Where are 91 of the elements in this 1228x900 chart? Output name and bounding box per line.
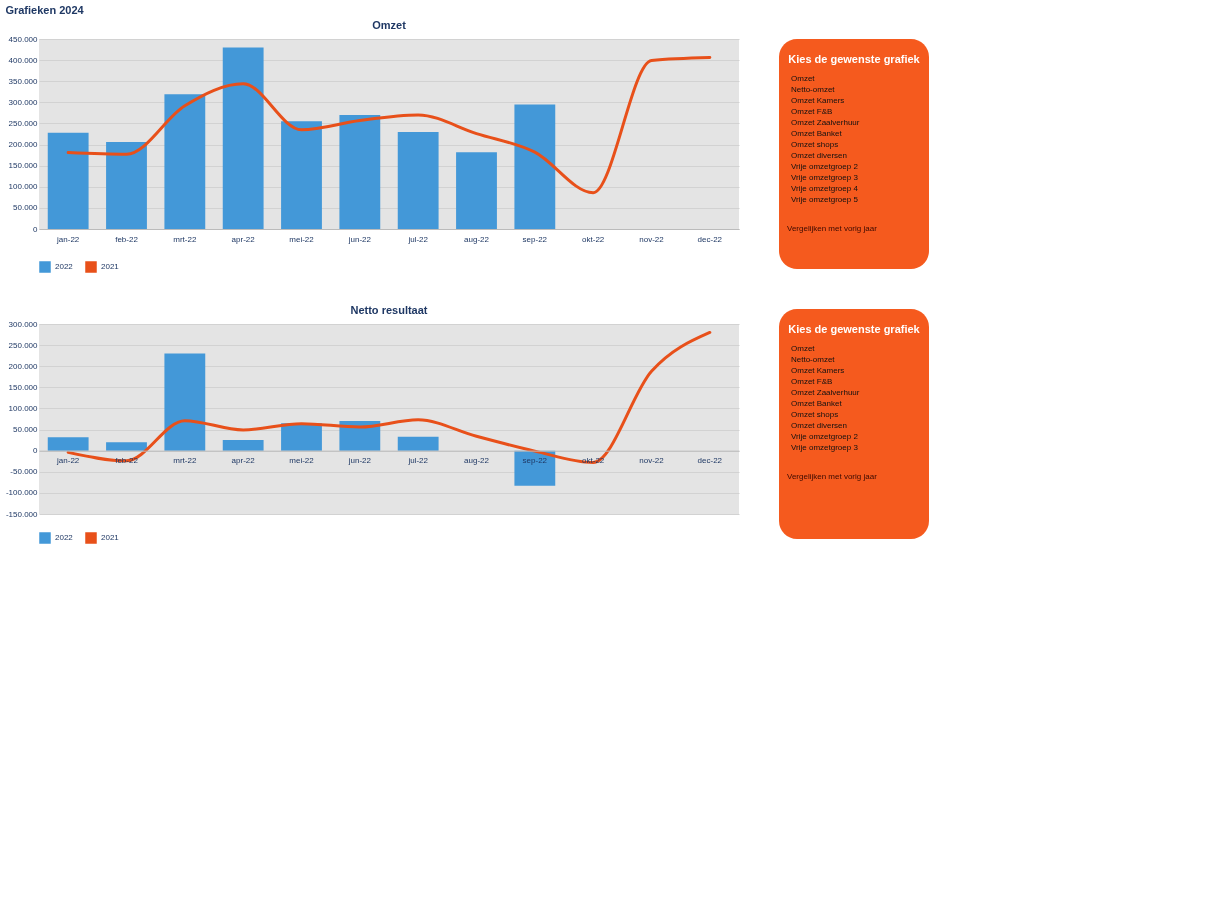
text: Kies de gewenste grafiek bbox=[788, 53, 921, 65]
y-tick-label: -50.000 bbox=[10, 467, 39, 477]
bar bbox=[281, 423, 322, 451]
y-tick-label: 0 bbox=[33, 446, 39, 456]
x-tick-label: mrt-22 bbox=[173, 456, 197, 466]
y-tick-label: 50.000 bbox=[13, 425, 39, 435]
text: Vrije omzetgroep 5 bbox=[791, 195, 859, 204]
x-tick-label: mei-22 bbox=[289, 456, 315, 466]
x-tick-label: apr-22 bbox=[231, 234, 256, 244]
x-tick-label: jun-22 bbox=[347, 234, 372, 244]
legend-label: 2022 bbox=[55, 533, 74, 542]
x-tick-label: sep-22 bbox=[522, 234, 548, 244]
x-tick-label: jun-22 bbox=[347, 456, 372, 466]
bar bbox=[397, 436, 439, 451]
legend-label: 2021 bbox=[101, 533, 120, 542]
x-tick-label: jan-22 bbox=[56, 456, 80, 466]
y-tick-label: 300.000 bbox=[8, 319, 39, 329]
x-tick-label: aug-22 bbox=[464, 456, 490, 466]
y-tick-label: 200.000 bbox=[8, 140, 39, 150]
text: Vrije omzetgroep 4 bbox=[791, 184, 859, 193]
y-tick-label: 150.000 bbox=[8, 382, 39, 392]
legend-label: 2022 bbox=[55, 262, 74, 271]
bar bbox=[164, 353, 206, 451]
bar bbox=[281, 121, 322, 229]
text: Omzet bbox=[791, 344, 816, 353]
text: Omzet F&B bbox=[791, 107, 833, 116]
bar bbox=[47, 437, 89, 451]
text: Vrije omzetgroep 3 bbox=[791, 443, 859, 452]
bar bbox=[106, 142, 147, 229]
x-tick-label: nov-22 bbox=[639, 456, 665, 466]
x-tick-label: jul-22 bbox=[407, 234, 429, 244]
bar bbox=[47, 132, 89, 229]
text: Netto-omzet bbox=[791, 85, 836, 94]
chart-title: Netto resultaat bbox=[350, 304, 428, 316]
text: Omzet shops bbox=[791, 140, 839, 149]
text: Vrije omzetgroep 3 bbox=[791, 173, 859, 182]
y-tick-label: 300.000 bbox=[8, 97, 39, 107]
text: Omzet Banket bbox=[791, 399, 843, 408]
legend-label: 2021 bbox=[101, 262, 120, 271]
text: Omzet F&B bbox=[791, 377, 833, 386]
y-tick-label: 0 bbox=[33, 224, 39, 234]
x-tick-label: nov-22 bbox=[639, 234, 665, 244]
bar bbox=[222, 440, 264, 451]
bar bbox=[397, 131, 439, 229]
line-series bbox=[66, 56, 712, 195]
bar bbox=[106, 442, 147, 451]
chart-title: Omzet bbox=[372, 19, 407, 31]
y-tick-label: 150.000 bbox=[8, 161, 39, 171]
bar bbox=[514, 104, 556, 229]
y-tick-label: 200.000 bbox=[8, 361, 39, 371]
text: Omzet Banket bbox=[791, 129, 843, 138]
x-tick-label: feb-22 bbox=[115, 234, 139, 244]
bar bbox=[339, 115, 381, 229]
text: Grafieken 2024 bbox=[5, 4, 85, 16]
x-tick-label: jan-22 bbox=[56, 234, 80, 244]
text: Vrije omzetgroep 2 bbox=[791, 162, 859, 171]
y-tick-label: 250.000 bbox=[8, 118, 39, 128]
bar bbox=[164, 94, 206, 229]
y-tick-label: 100.000 bbox=[8, 182, 39, 192]
x-tick-label: jul-22 bbox=[407, 456, 429, 466]
y-tick-label: 50.000 bbox=[13, 203, 39, 213]
text: Vrije omzetgroep 2 bbox=[791, 432, 859, 441]
x-tick-label: dec-22 bbox=[697, 456, 723, 466]
y-tick-label: 450.000 bbox=[8, 34, 39, 44]
text: Omzet Kamers bbox=[791, 96, 845, 105]
y-tick-label: 100.000 bbox=[8, 403, 39, 413]
text: Omzet Zaalverhuur bbox=[791, 388, 860, 397]
x-tick-label: mrt-22 bbox=[173, 234, 197, 244]
bar bbox=[222, 47, 264, 229]
x-tick-label: mei-22 bbox=[289, 234, 315, 244]
text: Omzet diversen bbox=[791, 151, 848, 160]
y-tick-label: -150.000 bbox=[5, 509, 39, 519]
text: Omzet Kamers bbox=[791, 366, 845, 375]
text: Omzet diversen bbox=[791, 421, 848, 430]
x-tick-label: okt-22 bbox=[582, 234, 605, 244]
y-tick-label: 400.000 bbox=[8, 55, 39, 65]
x-tick-label: dec-22 bbox=[697, 234, 723, 244]
x-tick-label: aug-22 bbox=[464, 234, 490, 244]
text: Vergelijken met vorig jaar bbox=[787, 224, 878, 233]
x-tick-label: sep-22 bbox=[522, 456, 548, 466]
text: Vergelijken met vorig jaar bbox=[787, 472, 878, 481]
y-tick-label: 250.000 bbox=[8, 340, 39, 350]
x-tick-label: apr-22 bbox=[231, 456, 256, 466]
y-tick-label: 350.000 bbox=[8, 76, 39, 86]
y-tick-label: -100.000 bbox=[5, 488, 39, 498]
text: Netto-omzet bbox=[791, 355, 836, 364]
text: Omzet shops bbox=[791, 410, 839, 419]
bar bbox=[456, 152, 497, 229]
text: Omzet Zaalverhuur bbox=[791, 118, 860, 127]
text: Kies de gewenste grafiek bbox=[788, 323, 921, 335]
text: Omzet bbox=[791, 74, 816, 83]
